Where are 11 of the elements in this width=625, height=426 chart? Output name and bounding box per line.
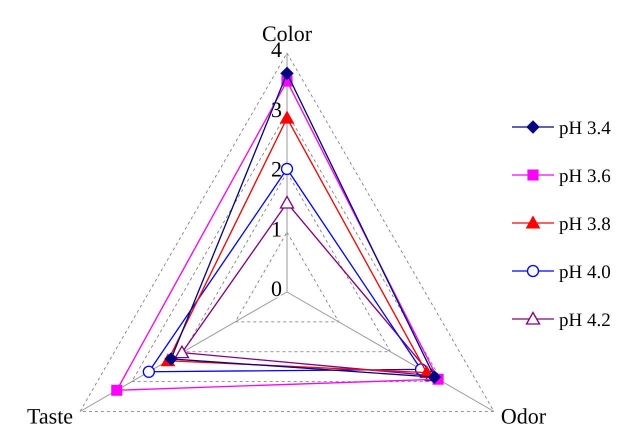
spoke-label: Taste (26, 404, 74, 426)
y-tick-label: 0 (271, 276, 282, 301)
legend-label: pH 4.2 (559, 310, 611, 331)
legend-label: pH 3.8 (559, 214, 611, 235)
y-tick-label: 3 (271, 96, 282, 122)
legend-label: pH 4.0 (559, 262, 611, 283)
y-tick-label: 2 (271, 156, 282, 182)
spoke-label: Odor (500, 404, 547, 426)
y-tick-label: 1 (271, 216, 282, 242)
legend-label: pH 3.6 (559, 166, 611, 187)
legend-label: pH 3.4 (559, 118, 612, 139)
